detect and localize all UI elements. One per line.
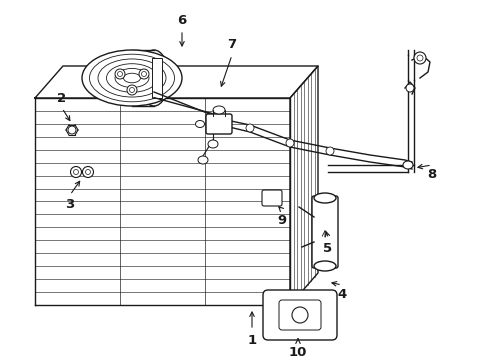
Circle shape bbox=[118, 72, 122, 77]
Text: 10: 10 bbox=[289, 346, 307, 359]
Ellipse shape bbox=[314, 261, 336, 271]
Ellipse shape bbox=[208, 140, 218, 148]
Ellipse shape bbox=[403, 161, 413, 169]
Circle shape bbox=[139, 69, 149, 79]
Text: 9: 9 bbox=[277, 213, 287, 226]
Ellipse shape bbox=[139, 50, 169, 106]
FancyBboxPatch shape bbox=[263, 290, 337, 340]
Polygon shape bbox=[290, 66, 318, 305]
Ellipse shape bbox=[196, 121, 204, 127]
Text: 4: 4 bbox=[338, 288, 346, 302]
Circle shape bbox=[129, 87, 134, 93]
Circle shape bbox=[68, 126, 76, 134]
Ellipse shape bbox=[213, 106, 225, 114]
Circle shape bbox=[127, 85, 137, 95]
Ellipse shape bbox=[314, 193, 336, 203]
Circle shape bbox=[74, 170, 78, 175]
Text: 5: 5 bbox=[323, 242, 333, 255]
Polygon shape bbox=[35, 98, 290, 305]
FancyBboxPatch shape bbox=[206, 114, 232, 134]
Circle shape bbox=[417, 55, 423, 61]
Circle shape bbox=[326, 147, 334, 155]
Text: 3: 3 bbox=[65, 198, 74, 211]
Circle shape bbox=[71, 166, 81, 177]
FancyBboxPatch shape bbox=[312, 196, 338, 268]
Circle shape bbox=[82, 166, 94, 177]
Circle shape bbox=[292, 307, 308, 323]
Text: 6: 6 bbox=[177, 13, 187, 27]
Circle shape bbox=[286, 139, 294, 147]
Ellipse shape bbox=[82, 50, 182, 106]
Bar bbox=[152, 58, 162, 98]
Circle shape bbox=[406, 84, 414, 92]
Text: 1: 1 bbox=[247, 333, 257, 346]
FancyBboxPatch shape bbox=[262, 190, 282, 206]
Text: 2: 2 bbox=[57, 91, 67, 104]
Circle shape bbox=[85, 170, 91, 175]
Circle shape bbox=[115, 69, 125, 79]
Text: 7: 7 bbox=[227, 39, 237, 51]
FancyBboxPatch shape bbox=[279, 300, 321, 330]
Circle shape bbox=[414, 52, 426, 64]
Ellipse shape bbox=[198, 156, 208, 164]
Circle shape bbox=[246, 124, 254, 132]
Circle shape bbox=[142, 72, 147, 77]
Polygon shape bbox=[35, 66, 318, 98]
Text: 8: 8 bbox=[427, 168, 437, 181]
